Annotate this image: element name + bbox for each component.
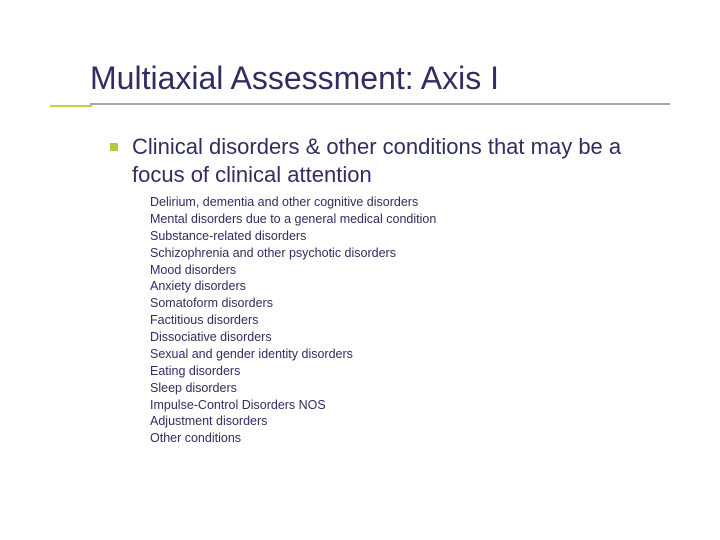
accent-line xyxy=(50,105,92,107)
list-item: Other conditions xyxy=(150,430,670,447)
square-bullet-icon xyxy=(110,143,118,151)
slide: Multiaxial Assessment: Axis I Clinical d… xyxy=(0,0,720,540)
bullet-row: Clinical disorders & other conditions th… xyxy=(110,133,670,188)
list-item: Substance-related disorders xyxy=(150,228,670,245)
list-item: Adjustment disorders xyxy=(150,413,670,430)
list-item: Somatoform disorders xyxy=(150,295,670,312)
subtitle: Clinical disorders & other conditions th… xyxy=(132,133,670,188)
slide-title: Multiaxial Assessment: Axis I xyxy=(90,60,670,97)
list-item: Factitious disorders xyxy=(150,312,670,329)
slide-body: Clinical disorders & other conditions th… xyxy=(90,133,670,447)
list-item: Sleep disorders xyxy=(150,380,670,397)
list-item: Sexual and gender identity disorders xyxy=(150,346,670,363)
list-item: Anxiety disorders xyxy=(150,278,670,295)
list-item: Schizophrenia and other psychotic disord… xyxy=(150,245,670,262)
list-item: Eating disorders xyxy=(150,363,670,380)
list-item: Impulse-Control Disorders NOS xyxy=(150,397,670,414)
title-block: Multiaxial Assessment: Axis I xyxy=(90,60,670,105)
list-item: Delirium, dementia and other cognitive d… xyxy=(150,194,670,211)
title-underline xyxy=(90,103,670,105)
list-item: Mood disorders xyxy=(150,262,670,279)
list-item: Dissociative disorders xyxy=(150,329,670,346)
item-list: Delirium, dementia and other cognitive d… xyxy=(110,194,670,447)
list-item: Mental disorders due to a general medica… xyxy=(150,211,670,228)
